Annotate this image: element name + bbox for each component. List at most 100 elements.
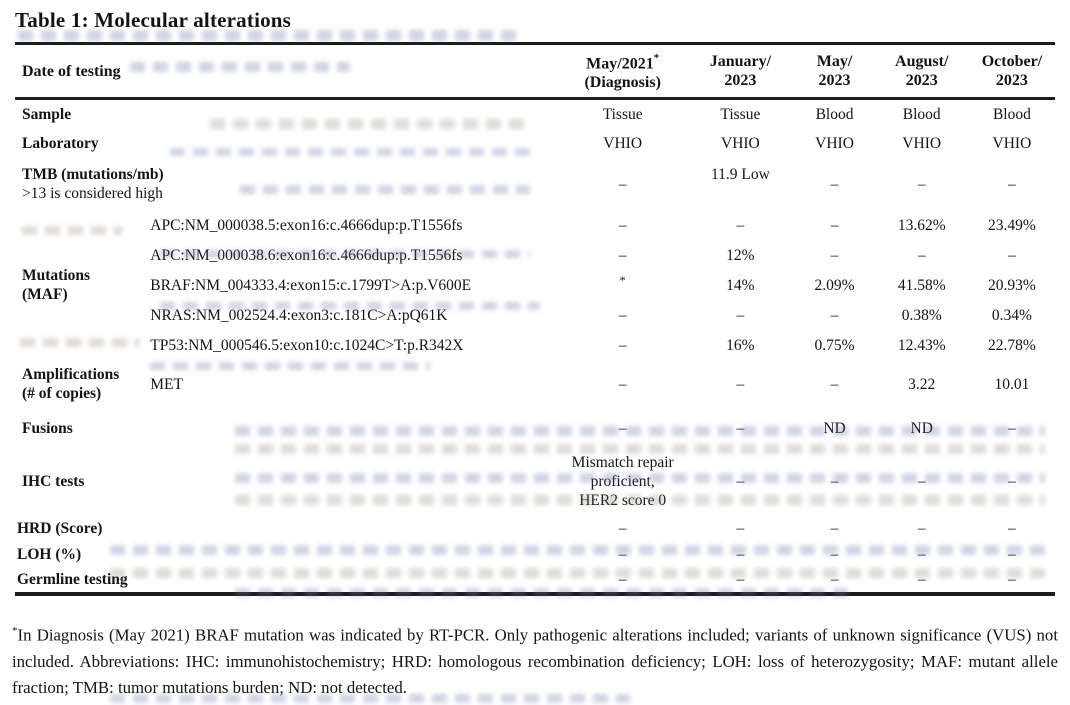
cell-value: 23.49% [988, 216, 1036, 234]
cell-value: – [618, 336, 627, 354]
row-laboratory: Laboratory VHIO VHIO VHIO VHIO VHIO [15, 129, 1055, 158]
row-mutation-tp53: TP53:NM_000546.5:exon10:c.1024C>T:p.R342… [15, 330, 1055, 360]
cell-value: – [618, 545, 627, 563]
cell-value: – [618, 306, 627, 324]
cell-value: – [830, 519, 839, 537]
cell-value: – [618, 175, 627, 193]
mutation-name: BRAF:NM_004333.4:exon15:c.1799T>A:p.V600… [150, 276, 472, 294]
cell-value: – [618, 419, 627, 437]
cell-value: – [736, 216, 745, 234]
molecular-alterations-table: Date of testing May/2021* (Diagnosis) Ja… [15, 42, 1055, 597]
cell-value: 14% [726, 276, 755, 294]
cell-value: VHIO [992, 135, 1032, 153]
cell-value: – [830, 545, 839, 563]
cell-value: VHIO [721, 135, 760, 153]
cell-value: – [917, 519, 926, 537]
cell-value: 10.01 [994, 375, 1030, 393]
cell-value: – [736, 571, 745, 589]
cell-value: – [618, 216, 627, 234]
cell-value: Blood [902, 106, 941, 124]
cell-value: – [736, 519, 745, 537]
cell-value: 13.62% [897, 216, 946, 234]
row-label: Amplifications (# of copies) [22, 366, 120, 403]
cell-value: – [917, 545, 926, 563]
cell-value: – [830, 175, 839, 193]
row-label: Laboratory [22, 135, 99, 153]
row-label: LOH (%) [17, 545, 82, 563]
cell-value: 41.58% [897, 276, 946, 294]
mutation-name: APC:NM_000038.5:exon16:c.4666dup:p.T1556… [150, 216, 463, 234]
cell-value: – [736, 473, 745, 491]
row-mutation-braf: BRAF:NM_004333.4:exon15:c.1799T>A:p.V600… [15, 270, 1055, 300]
row-label-mutations: Mutations (MAF) [22, 267, 91, 304]
cell-value: – [736, 545, 745, 563]
cell-value: – [1008, 571, 1016, 589]
cell-value: 2.09% [814, 276, 855, 294]
cell-value: Tissue [720, 106, 761, 124]
cell-value: 12.43% [897, 336, 946, 354]
cell-value: 0.38% [901, 306, 942, 324]
header-col-may-2021: May/2021* (Diagnosis) [584, 52, 661, 92]
cell-value: 11.9 Low [710, 166, 770, 184]
row-loh: LOH (%) – – – – – [15, 541, 1055, 567]
mutation-name: NRAS:NM_002524.4:exon3:c.181C>A:pQ61K [150, 306, 448, 324]
mutation-name: APC:NM_000038.6:exon16:c.4666dup:p.T1556… [150, 246, 463, 264]
cell-value: – [1008, 419, 1016, 437]
cell-value: 12% [726, 246, 755, 264]
cell-value: – [1008, 246, 1016, 264]
cell-value-ihc-result: Mismatch repair proficient, HER2 score 0 [571, 454, 674, 510]
cell-value: – [618, 375, 627, 393]
cell-value: Blood [815, 106, 854, 124]
cell-value: ND [823, 419, 846, 437]
cell-value: – [830, 375, 839, 393]
header-date-of-testing: Date of testing [22, 62, 121, 80]
cell-value: – [618, 571, 627, 589]
row-label: Sample [22, 106, 72, 124]
cell-value: – [917, 571, 926, 589]
cell-value: – [917, 246, 926, 264]
cell-value: – [1008, 175, 1016, 193]
cell-value: – [830, 571, 839, 589]
row-mutation-apc6: APC:NM_000038.6:exon16:c.4666dup:p.T1556… [15, 240, 1055, 270]
row-hrd: HRD (Score) – – – – – [15, 515, 1055, 541]
row-label: Germline testing [17, 571, 128, 589]
row-mutation-apc5: Mutations (MAF) APC:NM_000038.5:exon16:c… [15, 210, 1055, 304]
cell-value: 16% [726, 336, 755, 354]
cell-value: VHIO [815, 135, 854, 153]
cell-value: – [618, 519, 627, 537]
cell-value: 0.34% [991, 306, 1032, 324]
cell-value: – [917, 473, 926, 491]
header-col-january-2023: January/ 2023 [709, 53, 772, 90]
cell-value: – [618, 246, 627, 264]
cell-value: ND [910, 419, 933, 437]
header-col-august-2023: August/ 2023 [895, 53, 949, 90]
cell-value: – [830, 216, 839, 234]
row-ihc-tests: IHC tests Mismatch repair proficient, HE… [15, 448, 1055, 515]
row-label: TMB (mutations/mb) >13 is considered hig… [15, 158, 559, 210]
cell-value: 3.22 [908, 375, 936, 393]
cell-value: 0.75% [814, 336, 855, 354]
cell-value: – [830, 306, 839, 324]
row-label: HRD (Score) [17, 519, 103, 537]
asterisk-marker: * [653, 52, 660, 64]
cell-value: VHIO [603, 135, 643, 153]
cell-value: – [736, 375, 745, 393]
row-fusions: Fusions – – ND ND – [15, 408, 1055, 448]
row-mutation-nras: NRAS:NM_002524.4:exon3:c.181C>A:pQ61K – … [15, 300, 1055, 330]
row-label: Fusions [22, 419, 73, 437]
cell-value: Blood [992, 106, 1031, 124]
cell-value: Tissue [602, 106, 643, 124]
cell-value: 22.78% [988, 336, 1036, 354]
cell-value: – [736, 306, 745, 324]
cell-value: – [1008, 545, 1016, 563]
row-amplifications: Amplifications (# of copies) MET – – – 3… [15, 360, 1055, 408]
row-tmb: TMB (mutations/mb) >13 is considered hig… [15, 158, 1055, 210]
header-col-october-2023: October/ 2023 [981, 53, 1043, 90]
row-sample: Sample Tissue Tissue Blood Blood Blood [15, 99, 1055, 130]
cell-value: – [1008, 473, 1016, 491]
table-footnote: *In Diagnosis (May 2021) BRAF mutation w… [12, 625, 1058, 697]
mutation-name: TP53:NM_000546.5:exon10:c.1024C>T:p.R342… [150, 336, 464, 354]
row-label: IHC tests [22, 473, 85, 491]
asterisk-marker: * [12, 625, 18, 637]
